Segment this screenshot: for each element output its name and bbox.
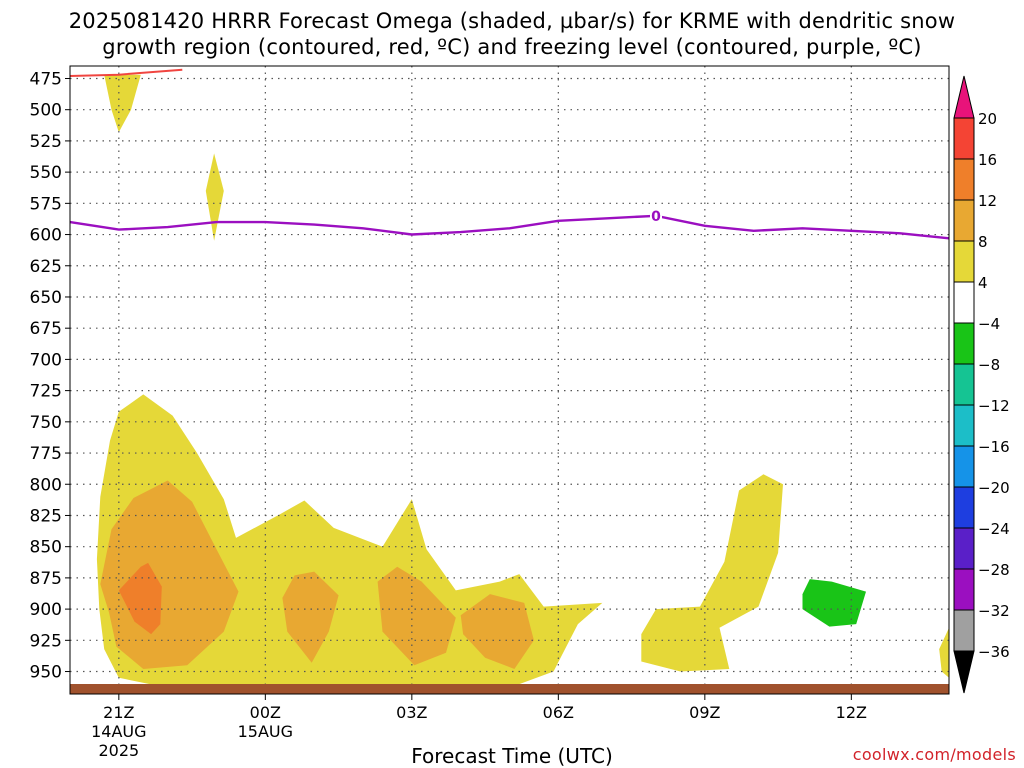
y-tick-label-925: 925 xyxy=(30,631,62,651)
omega-region-4 xyxy=(939,627,949,678)
omega-region-2 xyxy=(205,153,224,241)
title-line-1: 2025081420 HRRR Forecast Omega (shaded, … xyxy=(68,9,956,33)
colorbar: 20 16 12 8 4 −4 −8 −12 −16 −20 −24 −28 −32 −36 xyxy=(953,75,1010,694)
x-tick-label-1: 00Z xyxy=(250,703,281,722)
x-axis-title: Forecast Time (UTC) xyxy=(411,744,613,768)
colorbar-segment-3 xyxy=(953,199,975,242)
colorbar-label-12: −32 xyxy=(978,602,1010,620)
omega-region-5 xyxy=(100,480,239,669)
colorbar-segment-12 xyxy=(953,568,975,611)
omega-region-7 xyxy=(377,566,456,666)
colorbar-segment-6 xyxy=(953,322,975,365)
x-tick-label-0: 21Z xyxy=(103,703,134,722)
colorbar-segment-4 xyxy=(953,240,975,283)
y-tick-label-725: 725 xyxy=(30,382,62,402)
omega-region-6 xyxy=(282,571,339,663)
x-tick-date-1: 15AUG xyxy=(238,722,293,741)
terrain-bar xyxy=(70,684,949,694)
y-tick-label-600: 600 xyxy=(30,226,62,246)
y-axis: 475 500 525 550 575 600 625 650 675 700 725 750 775 8… xyxy=(30,69,70,683)
colorbar-segment-8 xyxy=(953,404,975,447)
shaded-regions xyxy=(96,74,949,694)
colorbar-arrow-bottom xyxy=(953,650,975,694)
colorbar-label-13: −36 xyxy=(978,643,1010,661)
omega-region-10 xyxy=(802,579,866,627)
colorbar-arrow-top xyxy=(953,75,975,119)
freezing-level-label: 0 xyxy=(651,209,661,225)
title-line-2: growth region (contoured, red, ºC) and f… xyxy=(102,35,922,59)
x-tick-year-0: 2025 xyxy=(98,741,139,760)
y-tick-label-825: 825 xyxy=(30,506,62,526)
colorbar-label-6: −8 xyxy=(978,356,1000,374)
y-tick-label-650: 650 xyxy=(30,288,62,308)
y-tick-label-675: 675 xyxy=(30,319,62,339)
y-tick-label-950: 950 xyxy=(30,663,62,683)
colorbar-label-8: −16 xyxy=(978,438,1010,456)
x-tick-label-3: 06Z xyxy=(543,703,574,722)
y-tick-label-700: 700 xyxy=(30,350,62,370)
y-tick-label-525: 525 xyxy=(30,132,62,152)
y-tick-label-500: 500 xyxy=(30,101,62,121)
y-tick-label-800: 800 xyxy=(30,475,62,495)
contour-lines: 0 xyxy=(69,68,950,240)
grid-lines xyxy=(70,66,949,694)
y-tick-label-900: 900 xyxy=(30,600,62,620)
x-tick-date-0: 14AUG xyxy=(91,722,146,741)
colorbar-label-9: −20 xyxy=(978,479,1010,497)
x-tick-label-2: 03Z xyxy=(396,703,427,722)
colorbar-segment-7 xyxy=(953,363,975,406)
colorbar-label-10: −24 xyxy=(978,520,1010,538)
colorbar-label-4: 4 xyxy=(978,274,988,292)
omega-region-3 xyxy=(641,474,783,672)
credit-text: coolwx.com/models xyxy=(852,745,1016,764)
colorbar-segment-10 xyxy=(953,486,975,529)
freezing-level-label-bg xyxy=(650,206,662,223)
y-tick-label-475: 475 xyxy=(30,69,62,89)
y-tick-label-625: 625 xyxy=(30,257,62,277)
colorbar-segment-2 xyxy=(953,158,975,201)
x-tick-label-5: 12Z xyxy=(836,703,867,722)
colorbar-label-11: −28 xyxy=(978,561,1010,579)
y-tick-label-775: 775 xyxy=(30,444,62,464)
colorbar-segment-5 xyxy=(953,281,975,324)
colorbar-segment-9 xyxy=(953,445,975,488)
y-tick-label-575: 575 xyxy=(30,194,62,214)
colorbar-label-1: 16 xyxy=(978,151,997,169)
colorbar-label-7: −12 xyxy=(978,397,1010,415)
colorbar-label-3: 8 xyxy=(978,233,988,251)
dgz-contour-line xyxy=(69,68,183,77)
y-tick-label-850: 850 xyxy=(30,538,62,558)
chart-title: 2025081420 HRRR Forecast Omega (shaded, … xyxy=(0,8,1024,60)
omega-region-1 xyxy=(104,74,141,133)
y-tick-label-875: 875 xyxy=(30,569,62,589)
omega-region-9 xyxy=(118,562,162,635)
omega-region-8 xyxy=(460,594,534,669)
colorbar-label-2: 12 xyxy=(978,192,997,210)
colorbar-segment-1 xyxy=(953,117,975,160)
y-tick-label-750: 750 xyxy=(30,413,62,433)
plot-frame xyxy=(69,65,950,695)
colorbar-label-5: −4 xyxy=(978,315,1000,333)
colorbar-segment-11 xyxy=(953,527,975,570)
colorbar-segment-13 xyxy=(953,609,975,652)
freezing-level-line xyxy=(69,214,950,240)
y-tick-label-550: 550 xyxy=(30,163,62,183)
colorbar-label-0: 20 xyxy=(978,110,997,128)
x-tick-label-4: 09Z xyxy=(689,703,720,722)
